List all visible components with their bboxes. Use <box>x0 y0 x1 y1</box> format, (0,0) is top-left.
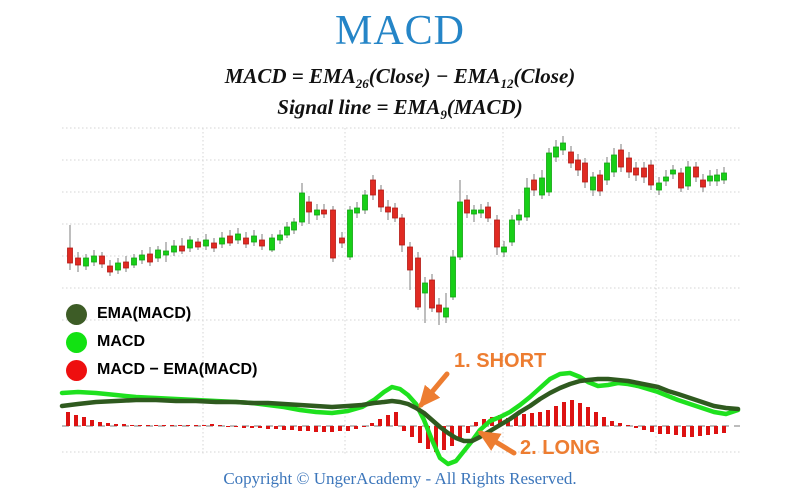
macd-swatch-icon <box>66 331 87 353</box>
formula-text: (Close) <box>513 64 576 88</box>
formula-text: MACD = EMA <box>224 64 356 88</box>
signal-ema-line <box>59 376 741 444</box>
formula-text: (MACD) <box>446 95 523 119</box>
macd-minus-ema-swatch-icon <box>66 359 87 381</box>
legend-item-macd: MACD <box>66 328 257 356</box>
legend-item-macd-minus-ema: MACD − EMA(MACD) <box>66 356 257 384</box>
long-signal-annotation: 2. LONG <box>520 437 601 459</box>
formula-subscript: 9 <box>440 107 447 123</box>
signal-arrows <box>418 371 517 456</box>
legend-label: MACD − EMA(MACD) <box>97 361 258 378</box>
chart-legend: EMA(MACD) MACD MACD − EMA(MACD) <box>66 300 257 384</box>
gridlines <box>62 127 740 455</box>
legend-label: EMA(MACD) <box>97 305 192 322</box>
formula-text: (Close) − EMA <box>368 64 501 88</box>
formula-subscript: 26 <box>355 76 369 92</box>
ema-macd-swatch-icon <box>66 303 87 325</box>
macd-histogram <box>66 400 726 452</box>
macd-line <box>59 370 741 467</box>
page-title: MACD <box>334 8 466 54</box>
short-signal-annotation: 1. SHORT <box>454 350 547 372</box>
signal-line-formula: Signal line = EMA9(MACD) <box>0 95 800 123</box>
legend-item-ema-macd: EMA(MACD) <box>66 300 257 328</box>
copyright-notice: Copyright © UngerAcademy - All Rights Re… <box>223 469 577 488</box>
short-arrow <box>418 371 450 409</box>
formula-subscript: 12 <box>500 76 514 92</box>
long-arrow <box>477 430 517 456</box>
legend-label: MACD <box>97 333 145 350</box>
formula-text: Signal line = EMA <box>277 95 441 119</box>
macd-formula: MACD = EMA26(Close) − EMA12(Close) <box>0 64 800 92</box>
candlesticks <box>67 136 727 325</box>
